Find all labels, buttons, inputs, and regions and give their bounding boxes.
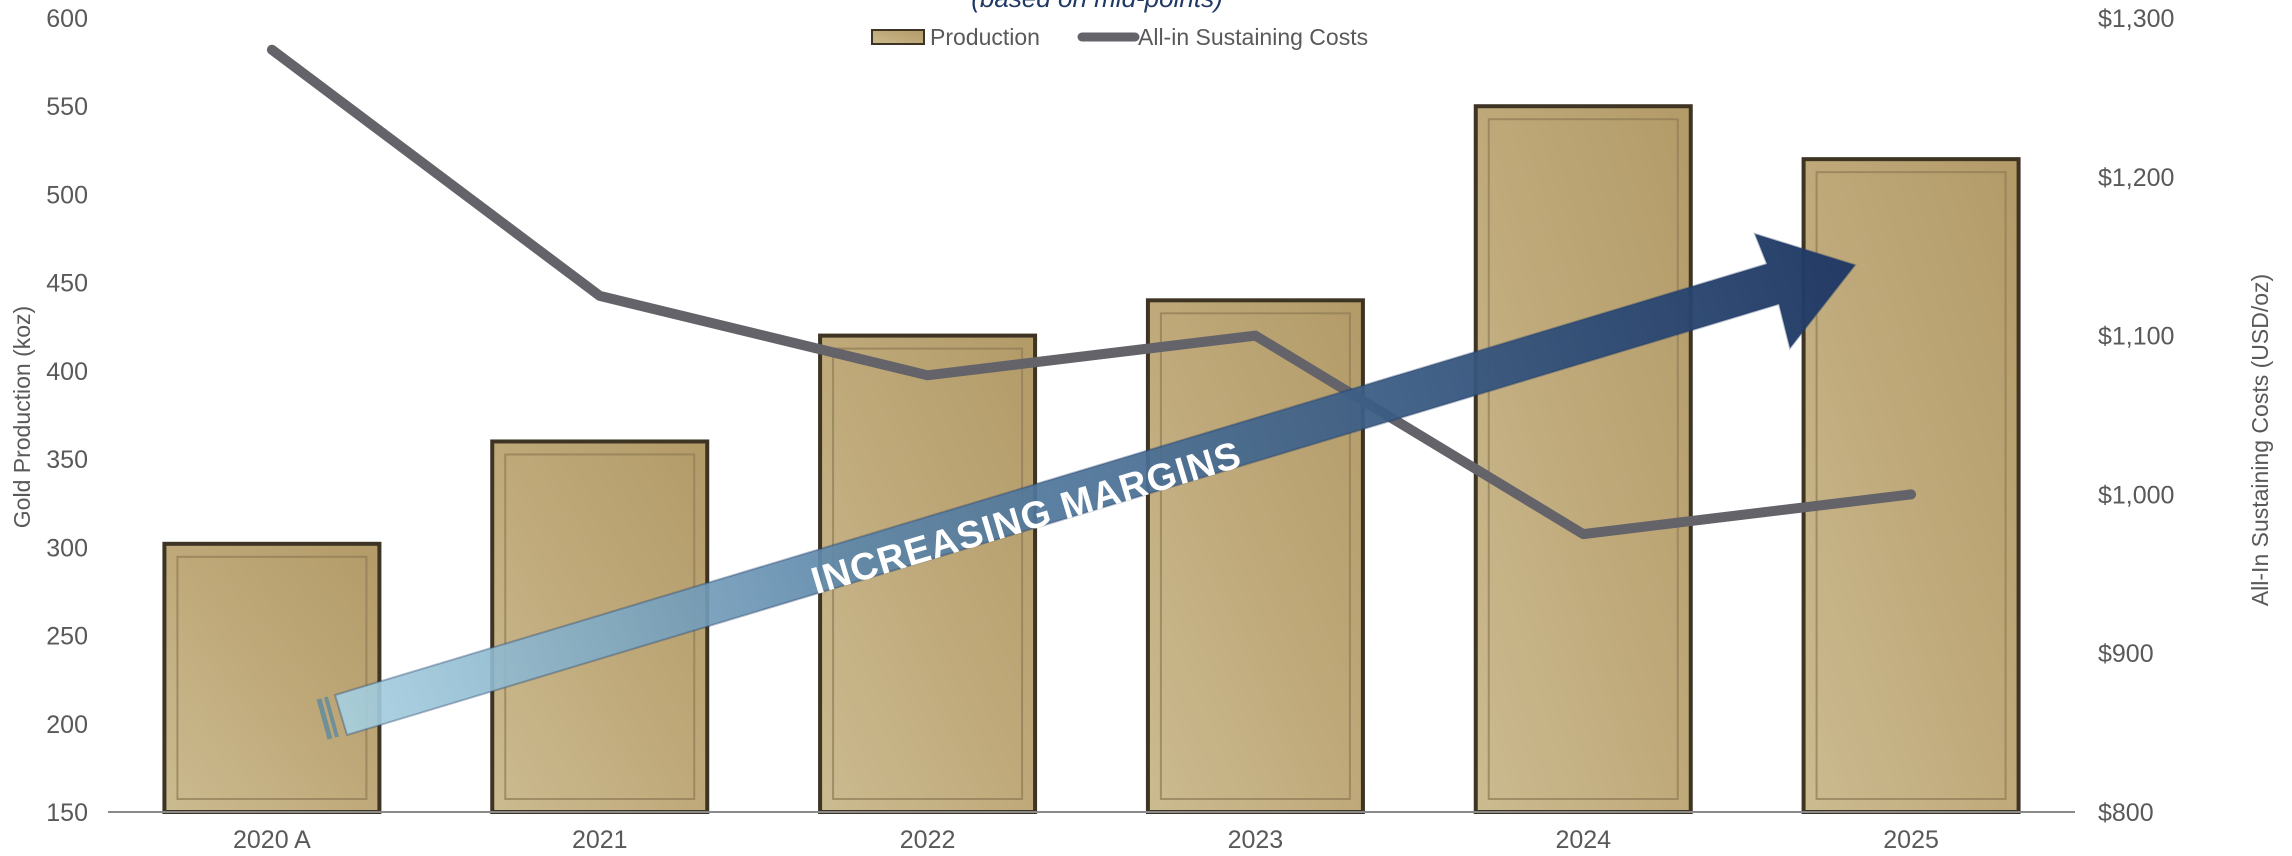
arrow-tail-stripe [316, 698, 333, 740]
bar [1145, 298, 1365, 814]
y-tick-label: 200 [46, 711, 88, 739]
bar [162, 541, 382, 814]
bar-bevel [1159, 312, 1351, 800]
x-tick-label: 2022 [900, 826, 956, 854]
y2-tick-label: $800 [2098, 799, 2154, 827]
margin-arrow-shape [333, 232, 1857, 737]
bar [1473, 104, 1693, 814]
x-tick-label: 2024 [1555, 826, 1611, 854]
arrow-tail-stripe [324, 696, 339, 738]
y-tick-label: 150 [46, 799, 88, 827]
bar-body [1473, 104, 1693, 814]
bar-body [162, 541, 382, 814]
x-axis: 2020 A 2021 2022 2023 2024 2025 [233, 826, 1939, 854]
bar-bevel [1815, 171, 2007, 800]
x-tick-label: 2023 [1228, 826, 1284, 854]
bar-body [1145, 298, 1365, 814]
y2-tick-label: $1,200 [2098, 164, 2174, 192]
y2-tick-label: $1,000 [2098, 481, 2174, 509]
y-tick-label: 250 [46, 623, 88, 651]
legend-production-label: Production [930, 24, 1040, 50]
y2-tick-label: $1,100 [2098, 323, 2174, 351]
bar-bevel [176, 555, 368, 800]
y2-tick-label: $900 [2098, 640, 2154, 668]
y-tick-label: 350 [46, 446, 88, 474]
y-tick-label: 600 [46, 5, 88, 33]
legend-production-swatch [871, 29, 925, 45]
bar-body [1801, 157, 2021, 814]
x-tick-label: 2021 [572, 826, 628, 854]
y-axis-title: Gold Production (koz) [9, 306, 35, 528]
legend-aisc-label: All-in Sustaining Costs [1138, 24, 1368, 50]
y2-tick-label: $1,300 [2098, 5, 2174, 33]
y2-axis: $800 $900 $1,000 $1,100 $1,200 $1,300 [2098, 5, 2174, 827]
y-axis: 150 200 250 300 350 400 450 500 550 600 [46, 5, 88, 827]
bar [1801, 157, 2021, 814]
y-tick-label: 400 [46, 358, 88, 386]
x-tick-label: 2020 A [233, 826, 311, 854]
y-tick-label: 300 [46, 534, 88, 562]
y-tick-label: 450 [46, 270, 88, 298]
legend: Production All-in Sustaining Costs [871, 24, 1368, 50]
chart-subtitle: (based on mid-points) [971, 0, 1222, 13]
y-tick-label: 550 [46, 93, 88, 121]
bar-bevel [1487, 118, 1679, 800]
aisc-line [266, 44, 1917, 540]
x-tick-label: 2025 [1883, 826, 1939, 854]
y-tick-label: 500 [46, 181, 88, 209]
y2-axis-title: All-In Sustaining Costs (USD/oz) [2247, 274, 2273, 606]
